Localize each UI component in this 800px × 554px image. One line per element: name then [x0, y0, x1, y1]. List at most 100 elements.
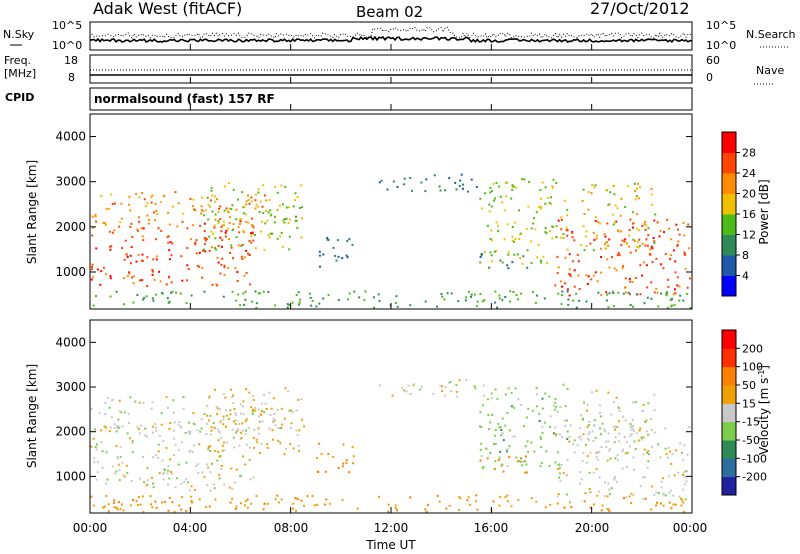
scatter-cell: [301, 206, 304, 209]
scatter-cell: [539, 189, 542, 191]
scatter-cell: [116, 427, 119, 430]
scatter-cell: [208, 395, 211, 398]
scatter-cell: [515, 186, 517, 189]
scatter-cell: [150, 196, 153, 199]
scatter-cell: [248, 458, 251, 461]
scatter-cell: [276, 408, 279, 411]
scatter-cell: [588, 471, 591, 474]
scatter-cell: [234, 411, 237, 414]
scatter-cell: [494, 429, 497, 432]
scatter-cell: [546, 261, 549, 264]
scatter-cell: [257, 292, 260, 295]
scatter-cell: [258, 420, 261, 423]
scatter-cell: [665, 291, 668, 294]
scatter-cell: [548, 395, 551, 398]
scatter-cell: [216, 413, 218, 416]
scatter-cell: [609, 191, 612, 194]
scatter-cell: [208, 249, 211, 252]
scatter-cell: [318, 442, 321, 445]
scatter-cell: [96, 471, 99, 474]
scatter-cell: [224, 396, 227, 399]
scatter-cell: [207, 204, 210, 207]
scatter-cell: [631, 401, 634, 404]
scatter-cell: [557, 266, 560, 269]
scatter-cell: [128, 195, 131, 198]
scatter-cell: [615, 220, 618, 223]
scatter-cell: [221, 245, 223, 248]
scatter-cell: [617, 405, 620, 408]
scatter-cell: [101, 450, 104, 453]
scatter-cell: [127, 412, 130, 415]
scatter-cell: [613, 193, 616, 196]
scatter-cell: [533, 450, 536, 453]
scatter-cell: [213, 226, 216, 229]
scatter-cell: [603, 243, 606, 246]
scatter-cell: [685, 480, 688, 483]
scatter-cell: [248, 202, 251, 205]
scatter-cell: [297, 303, 300, 306]
scatter-cell: [92, 504, 95, 507]
scatter-cell: [480, 442, 483, 445]
scatter-cell: [235, 468, 238, 471]
scatter-cell: [217, 220, 220, 222]
scatter-cell: [675, 503, 677, 506]
scatter-cell: [504, 424, 507, 427]
scatter-cell: [129, 437, 131, 440]
scatter-cell: [248, 391, 251, 394]
scatter-cell: [204, 209, 207, 212]
scatter-cell: [241, 429, 244, 432]
scatter-cell: [634, 447, 637, 450]
scatter-cell: [201, 471, 204, 474]
scatter-cell: [117, 425, 120, 427]
scatter-cell: [505, 181, 508, 184]
scatter-cell: [162, 471, 165, 474]
scatter-cell: [538, 412, 541, 415]
scatter-cell: [653, 219, 656, 222]
scatter-cell: [108, 406, 111, 409]
scatter-cell: [618, 254, 621, 257]
scatter-cell: [123, 258, 126, 261]
scatter-cell: [245, 203, 248, 206]
scatter-cell: [499, 259, 502, 262]
scatter-cell: [585, 244, 588, 247]
scatter-cell: [207, 447, 210, 450]
scatter-cell: [245, 388, 248, 391]
scatter-cell: [168, 275, 171, 278]
scatter-cell: [536, 256, 539, 259]
scatter-cell: [250, 200, 253, 203]
scatter-cell: [544, 506, 547, 509]
scatter-cell: [208, 235, 211, 238]
scatter-cell: [157, 456, 160, 459]
scatter-cell: [667, 475, 670, 478]
scatter-cell: [625, 496, 628, 499]
scatter-cell: [623, 436, 626, 439]
scatter-cell: [216, 428, 219, 431]
colorbar-segment: [722, 366, 736, 386]
scatter-cell: [653, 240, 656, 243]
scatter-cell: [579, 427, 582, 430]
scatter-cell: [237, 226, 240, 229]
scatter-cell: [319, 265, 321, 268]
scatter-cell: [132, 275, 135, 278]
scatter-cell: [625, 441, 628, 443]
scatter-cell: [554, 398, 557, 400]
scatter-cell: [220, 263, 223, 266]
scatter-cell: [90, 407, 93, 410]
scatter-cell: [486, 224, 489, 227]
scatter-cell: [238, 231, 241, 234]
x-axis-ticks: [89, 44, 693, 513]
xtick-2: 08:00: [274, 521, 309, 535]
scatter-cell: [169, 241, 172, 244]
scatter-cell: [167, 509, 170, 512]
scatter-cell: [102, 506, 104, 509]
scatter-cell: [466, 499, 469, 502]
scatter-cell: [420, 181, 423, 184]
scatter-cell: [193, 444, 195, 447]
scatter-cell: [244, 290, 247, 293]
colorbar-tick-label: 20: [742, 188, 756, 201]
scatter-cell: [506, 465, 509, 468]
scatter-cell: [617, 420, 620, 423]
scatter-cell: [624, 205, 627, 208]
scatter-cell: [520, 292, 523, 295]
scatter-cell: [566, 290, 569, 293]
